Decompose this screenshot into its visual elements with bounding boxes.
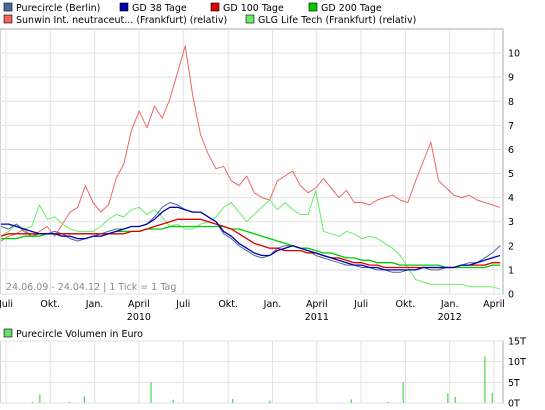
legend-item-gd200: GD 200 Tage <box>308 2 382 14</box>
x-tick-label: Okt. <box>218 299 238 310</box>
volume-y-tick-label: 15T <box>508 337 526 348</box>
price-y-axis: 0 1 2 3 4 5 6 7 8 9 10 <box>508 49 520 301</box>
y-tick-label: 1 <box>508 265 514 276</box>
price-panel: 0 1 2 3 4 5 6 7 8 9 10 24.06.09 - 24.04.12 | 1 Tic… <box>0 28 520 301</box>
volume-bar <box>484 356 486 403</box>
y-tick-label: 0 <box>508 290 514 301</box>
volume-bar <box>150 382 152 403</box>
price-grid <box>0 29 503 295</box>
y-tick-label: 7 <box>508 121 514 132</box>
series-line <box>0 189 501 290</box>
x-tick-label: April <box>483 299 505 310</box>
series-line <box>0 218 500 269</box>
legend-swatch <box>210 2 220 12</box>
x-tick-label: Juli <box>175 299 190 310</box>
y-tick-label: 10 <box>508 49 520 60</box>
legend-swatch <box>119 2 129 12</box>
y-tick-label: 9 <box>508 73 514 84</box>
x-axis: Juli Okt. Jan. April Juli Okt. Jan. April Juli Ok… <box>0 299 505 323</box>
volume-grid <box>0 340 503 404</box>
volume-y-tick-label: 5T <box>508 378 520 389</box>
volume-panel: Purecircle Volumen in Euro 0T 5T 10T 15T <box>0 328 526 410</box>
legend-swatch <box>245 14 255 24</box>
volume-legend-swatch <box>3 328 13 338</box>
series-line <box>1 206 501 271</box>
price-plot-area <box>0 28 504 295</box>
x-tick-label: Jan. <box>440 299 459 310</box>
x-tick-label: Juli <box>353 299 368 310</box>
volume-title: Purecircle Volumen in Euro <box>16 329 143 340</box>
series-line <box>0 45 501 242</box>
volume-bar <box>402 382 404 403</box>
volume-bars <box>31 356 493 403</box>
price-series <box>0 45 501 290</box>
legend: Purecircle (Berlin) GD 38 Tage GD 100 Ta… <box>3 2 416 26</box>
x-tick-label: Okt. <box>396 299 416 310</box>
x-year-label: 2010 <box>127 312 151 323</box>
legend-item-purecircle: Purecircle (Berlin) <box>3 2 100 14</box>
legend-swatch <box>3 2 13 12</box>
legend-label: GD 38 Tage <box>132 3 187 14</box>
legend-swatch <box>308 2 318 12</box>
legend-item-gd38: GD 38 Tage <box>119 2 187 14</box>
volume-bar <box>83 396 85 403</box>
legend-swatch <box>3 14 13 24</box>
x-tick-label: April <box>306 299 328 310</box>
legend-item-gd100: GD 100 Tage <box>210 2 284 14</box>
x-tick-label: Juli <box>0 299 13 310</box>
x-tick-label: Jan. <box>85 299 104 310</box>
volume-y-axis: 0T 5T 10T 15T <box>508 337 526 410</box>
date-range-note: 24.06.09 - 24.04.12 | 1 Tick = 1 Tag <box>6 282 176 293</box>
y-tick-label: 4 <box>508 193 514 204</box>
x-tick-label: Jan. <box>263 299 282 310</box>
volume-y-tick-label: 0T <box>508 399 520 410</box>
x-year-label: 2011 <box>305 312 329 323</box>
volume-bar <box>39 394 41 403</box>
legend-item-sunwin: Sunwin Int. neutraceut... (Frankfurt) (r… <box>3 14 227 26</box>
y-tick-label: 8 <box>508 97 514 108</box>
x-tick-label: April <box>128 299 150 310</box>
volume-bar <box>350 399 352 403</box>
legend-label: Purecircle (Berlin) <box>16 3 100 14</box>
legend-item-glg: GLG Life Tech (Frankfurt) (relativ) <box>245 14 416 26</box>
volume-bar <box>232 398 234 403</box>
y-tick-label: 2 <box>508 241 514 252</box>
volume-bar <box>491 392 493 403</box>
x-year-label: 2012 <box>438 312 462 323</box>
volume-plot-area <box>0 340 504 404</box>
legend-label: GLG Life Tech (Frankfurt) (relativ) <box>258 15 416 26</box>
volume-bar <box>68 402 71 403</box>
x-tick-label: Okt. <box>40 299 60 310</box>
legend-label: GD 200 Tage <box>321 3 382 14</box>
y-tick-label: 5 <box>508 169 514 180</box>
volume-bar <box>454 396 456 403</box>
y-tick-label: 3 <box>508 217 514 228</box>
volume-bar <box>269 400 271 403</box>
legend-label: Sunwin Int. neutraceut... (Frankfurt) (r… <box>16 15 227 26</box>
volume-bar <box>447 393 449 403</box>
volume-y-tick-label: 10T <box>508 357 526 368</box>
legend-label: GD 100 Tage <box>223 3 284 14</box>
volume-bar <box>387 401 390 403</box>
y-tick-label: 6 <box>508 145 514 156</box>
volume-bar <box>31 401 34 403</box>
volume-bar <box>172 399 174 403</box>
